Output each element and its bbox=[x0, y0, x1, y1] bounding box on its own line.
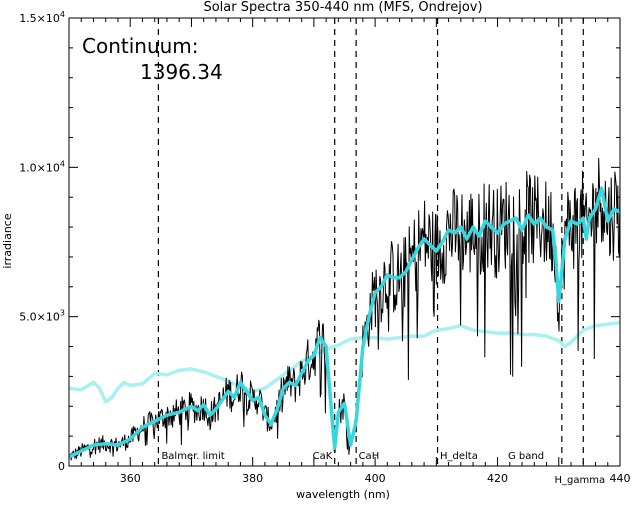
y-tick-label-15000: 1.5×104 bbox=[19, 10, 65, 25]
y-tick-label-0: 0 bbox=[58, 460, 65, 473]
series-line-continuum bbox=[68, 320, 621, 404]
plot-axes: 360 380 400 420 440 0 5.0×103 1.0×104 1.5×104 bbox=[19, 10, 630, 485]
x-tick-label-440: 440 bbox=[610, 472, 631, 485]
y-tick-label-5000: 5.0×103 bbox=[19, 309, 65, 324]
plot-frame bbox=[68, 17, 621, 467]
x-tick-label-360: 360 bbox=[120, 472, 141, 485]
annotation-markers: Balmer. limit CaK CaH H_delta G band H_gamma bbox=[157, 18, 605, 486]
annotation-label-2: CaH bbox=[359, 451, 380, 462]
x-tick-label-420: 420 bbox=[487, 472, 508, 485]
annotation-label-0: Balmer. limit bbox=[161, 451, 224, 462]
series-line-smoothed bbox=[68, 186, 621, 459]
x-axis-title: wavelength (nm) bbox=[296, 488, 390, 501]
y-tick-label-10000: 1.0×104 bbox=[19, 159, 65, 174]
annotation-label-4: G band bbox=[508, 451, 544, 462]
continuum-value: 1396.34 bbox=[140, 60, 223, 84]
y-axis-title: irradiance bbox=[1, 213, 14, 268]
annotation-label-5: H_gamma bbox=[554, 475, 605, 486]
x-tick-label-380: 380 bbox=[242, 472, 263, 485]
annotation-label-3: H_delta bbox=[440, 451, 478, 462]
series-line-raw-spectrum bbox=[69, 157, 621, 461]
chart-title: Solar Spectra 350-440 nm (MFS, Ondrejov) bbox=[203, 0, 482, 15]
annotation-label-1: CaK bbox=[313, 451, 333, 462]
continuum-label: Continuum: bbox=[82, 34, 199, 58]
x-tick-label-400: 400 bbox=[365, 472, 386, 485]
